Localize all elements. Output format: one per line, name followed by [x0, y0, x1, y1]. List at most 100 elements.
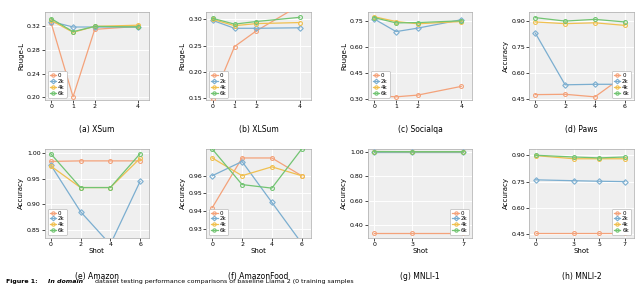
6k	[570, 155, 578, 159]
Line: 4k: 4k	[534, 154, 627, 161]
4k	[570, 157, 578, 160]
Line: 2k: 2k	[533, 31, 627, 87]
2k	[136, 180, 144, 183]
2k	[230, 27, 238, 30]
6k	[458, 19, 465, 23]
0	[621, 231, 628, 234]
Legend: 0, 2k, 4k, 6k: 0, 2k, 4k, 6k	[451, 209, 469, 235]
Legend: 0, 2k, 4k, 6k: 0, 2k, 4k, 6k	[209, 71, 228, 97]
6k	[47, 152, 54, 155]
4k	[69, 30, 77, 34]
Text: (d) Paws: (d) Paws	[565, 125, 598, 134]
Line: 0: 0	[534, 231, 627, 235]
Line: 0: 0	[533, 73, 627, 99]
4k	[458, 20, 465, 23]
Line: 6k: 6k	[372, 16, 463, 25]
0	[414, 93, 422, 97]
6k	[621, 155, 628, 159]
2k	[47, 20, 55, 23]
0	[106, 159, 114, 163]
Line: 4k: 4k	[211, 156, 303, 178]
X-axis label: Shot: Shot	[250, 248, 266, 254]
Line: 6k: 6k	[372, 150, 465, 154]
2k	[134, 25, 142, 29]
Legend: 0, 2k, 4k, 6k: 0, 2k, 4k, 6k	[612, 209, 631, 235]
0	[296, 3, 303, 7]
6k	[77, 186, 84, 189]
Line: 4k: 4k	[372, 15, 463, 26]
2k	[531, 31, 539, 35]
4k	[106, 186, 114, 189]
6k	[371, 150, 378, 153]
4k	[252, 22, 260, 25]
0	[458, 85, 465, 88]
6k	[252, 20, 260, 23]
4k	[136, 157, 144, 160]
Line: 2k: 2k	[534, 178, 627, 184]
4k	[238, 174, 246, 177]
4k	[531, 20, 539, 24]
0	[47, 22, 55, 25]
6k	[298, 147, 305, 151]
2k	[298, 241, 305, 245]
2k	[69, 25, 77, 29]
0	[561, 93, 569, 96]
Line: 0: 0	[49, 159, 142, 163]
6k	[621, 20, 628, 24]
Text: (g) MNLI-1: (g) MNLI-1	[400, 271, 440, 280]
Line: 0: 0	[372, 84, 463, 99]
6k	[136, 152, 144, 155]
Y-axis label: Rouge-L: Rouge-L	[18, 42, 24, 70]
Legend: 0, 2k, 4k, 6k: 0, 2k, 4k, 6k	[371, 71, 390, 97]
6k	[591, 18, 599, 21]
Line: 4k: 4k	[533, 20, 627, 27]
Text: (f) AmazonFood: (f) AmazonFood	[228, 271, 289, 280]
6k	[230, 22, 238, 26]
4k	[47, 164, 54, 168]
Line: 6k: 6k	[211, 147, 303, 190]
Line: 6k: 6k	[49, 17, 140, 34]
6k	[268, 186, 276, 190]
0	[134, 25, 142, 28]
Y-axis label: Accuracy: Accuracy	[502, 40, 509, 72]
Line: 2k: 2k	[372, 17, 463, 34]
0	[77, 159, 84, 163]
4k	[392, 20, 400, 23]
4k	[91, 25, 99, 28]
2k	[209, 19, 217, 22]
4k	[298, 174, 305, 177]
6k	[561, 19, 569, 23]
2k	[77, 210, 84, 213]
2k	[209, 174, 216, 177]
X-axis label: Shot: Shot	[573, 248, 589, 254]
2k	[268, 201, 276, 204]
0	[371, 232, 378, 235]
2k	[621, 180, 628, 183]
X-axis label: Shot: Shot	[89, 248, 105, 254]
0	[532, 231, 540, 234]
4k	[230, 24, 238, 28]
4k	[591, 21, 599, 25]
0	[230, 45, 238, 48]
4k	[414, 22, 422, 26]
Line: 4k: 4k	[49, 19, 140, 34]
2k	[252, 27, 260, 30]
Line: 0: 0	[211, 3, 301, 101]
Text: Figure 1:: Figure 1:	[6, 279, 40, 284]
6k	[209, 17, 217, 20]
4k	[47, 19, 55, 22]
2k	[91, 25, 99, 29]
2k	[532, 178, 540, 182]
0	[570, 231, 578, 234]
Line: 0: 0	[372, 231, 465, 235]
6k	[392, 21, 400, 25]
Line: 6k: 6k	[211, 15, 301, 26]
4k	[561, 22, 569, 26]
4k	[77, 186, 84, 189]
6k	[371, 16, 378, 19]
Text: (c) Socialqa: (c) Socialqa	[397, 125, 442, 134]
4k	[209, 18, 217, 21]
0	[591, 95, 599, 99]
6k	[531, 16, 539, 19]
2k	[106, 243, 114, 246]
